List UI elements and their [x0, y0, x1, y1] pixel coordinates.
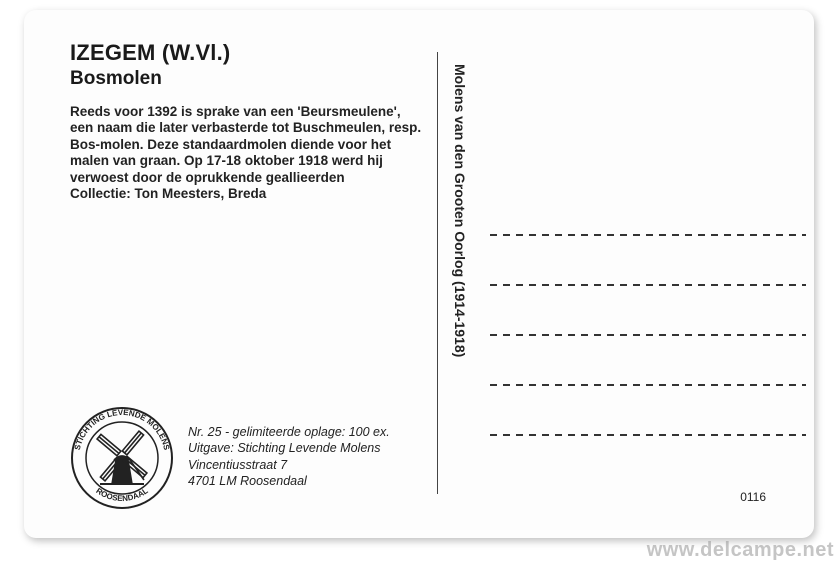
publisher-name: Uitgave: Stichting Levende Molens — [188, 440, 390, 456]
subject-title: Bosmolen — [70, 68, 230, 90]
edition-line: Nr. 25 - gelimiteerde oplage: 100 ex. — [188, 424, 390, 440]
address-line — [490, 284, 806, 286]
stamp-bottom-text: ROOSENDAAL — [94, 486, 149, 503]
foundation-stamp: STICHTING LEVENDE MOLENS ROOSENDAAL — [70, 406, 174, 510]
windmill-stamp-icon: STICHTING LEVENDE MOLENS ROOSENDAAL — [70, 406, 174, 510]
series-label: Molens van den Grooten Oorlog (1914-1918… — [452, 64, 468, 484]
svg-text:STICHTING LEVENDE MOLENS: STICHTING LEVENDE MOLENS — [73, 408, 172, 452]
address-lines — [490, 234, 806, 436]
description-text: Reeds voor 1392 is sprake van een 'Beurs… — [70, 104, 422, 203]
watermark-text: www.delcampe.net — [647, 539, 834, 562]
svg-text:ROOSENDAAL: ROOSENDAAL — [94, 486, 149, 503]
vertical-divider — [437, 52, 438, 494]
location-title: IZEGEM (W.Vl.) — [70, 40, 230, 66]
address-line — [490, 384, 806, 386]
publisher-city: 4701 LM Roosendaal — [188, 473, 390, 489]
copy-number: 0116 — [740, 490, 766, 504]
address-line — [490, 234, 806, 236]
publisher-block: Nr. 25 - gelimiteerde oplage: 100 ex. Ui… — [188, 424, 390, 489]
postcard-back: IZEGEM (W.Vl.) Bosmolen Reeds voor 1392 … — [24, 10, 814, 538]
publisher-street: Vincentiusstraat 7 — [188, 457, 390, 473]
address-line — [490, 334, 806, 336]
title-block: IZEGEM (W.Vl.) Bosmolen — [70, 40, 230, 90]
address-line — [490, 434, 806, 436]
stamp-top-text: STICHTING LEVENDE MOLENS — [73, 408, 172, 452]
